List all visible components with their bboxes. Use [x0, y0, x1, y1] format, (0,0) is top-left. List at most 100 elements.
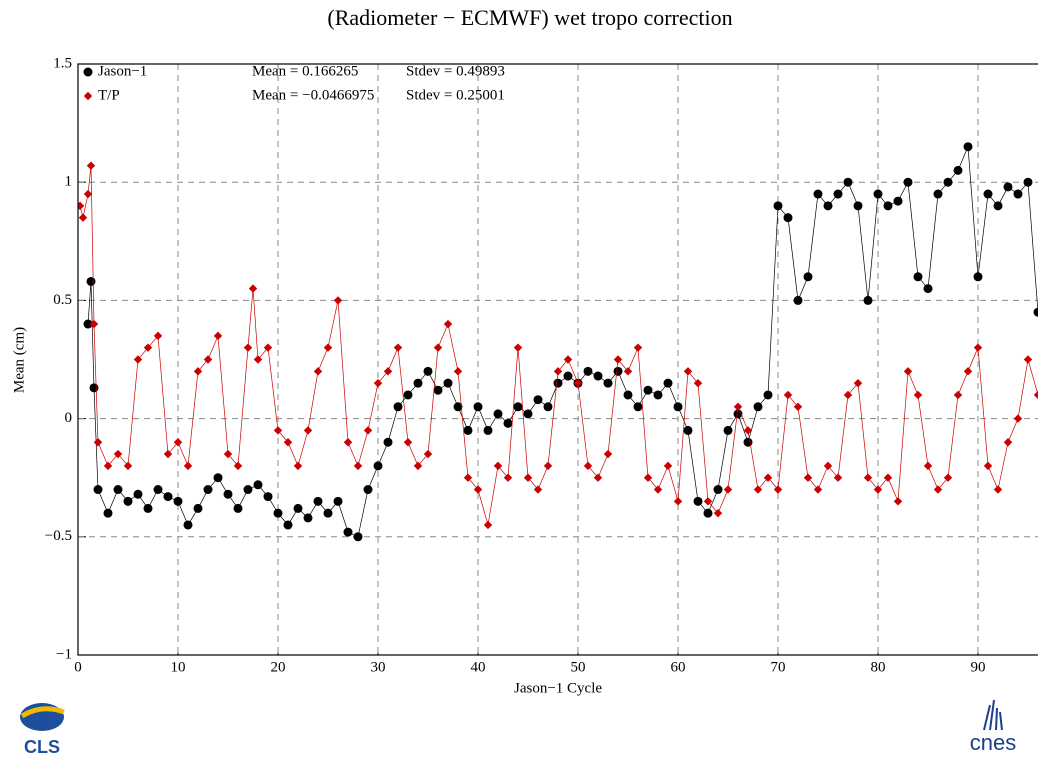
data-point [93, 485, 103, 495]
data-point [153, 331, 163, 341]
data-point [483, 520, 493, 530]
data-point [853, 201, 863, 211]
stdev-stat: Stdev = 0.49893 [406, 63, 505, 79]
data-point [193, 503, 203, 513]
data-point [333, 296, 343, 305]
data-point [393, 402, 403, 412]
y-axis-label: Mean (cm) [11, 327, 27, 393]
data-point [633, 402, 643, 412]
data-point [953, 165, 963, 175]
data-point [573, 378, 583, 388]
data-point [323, 343, 333, 352]
data-point [433, 343, 443, 352]
data-point [763, 473, 773, 482]
data-point [223, 489, 233, 499]
data-point [603, 449, 613, 459]
data-point [163, 449, 173, 459]
data-point [683, 425, 693, 435]
x-tick-label: 60 [671, 659, 686, 675]
data-point [333, 496, 343, 506]
chart-title: (Radiometer − ECMWF) wet tropo correctio… [327, 5, 732, 30]
data-point [593, 473, 603, 482]
cls-logo: CLS [20, 703, 65, 757]
stdev-stat: Stdev = 0.25001 [406, 87, 505, 103]
data-point [763, 390, 773, 400]
data-point [793, 402, 803, 411]
data-point [113, 485, 123, 495]
data-point [1033, 307, 1038, 317]
data-point [523, 473, 533, 482]
data-point [153, 485, 163, 495]
data-point [503, 473, 513, 482]
data-point [583, 461, 593, 471]
data-point [393, 343, 403, 352]
data-point [913, 390, 923, 400]
data-point [783, 390, 793, 400]
y-tick-label: −0.5 [45, 528, 72, 544]
data-point [883, 473, 893, 482]
data-point [863, 473, 873, 482]
data-point [453, 402, 463, 412]
data-point [243, 343, 253, 352]
data-point [193, 367, 203, 376]
data-point [873, 189, 883, 199]
data-point [833, 473, 843, 482]
logo-shape [20, 706, 65, 719]
mean-stat: Mean = −0.0466975 [252, 87, 374, 103]
data-point [263, 343, 273, 352]
data-point [373, 378, 383, 388]
data-point [443, 378, 453, 388]
data-point [853, 378, 863, 388]
data-point [133, 355, 143, 364]
mean-stat: Mean = 0.166265 [252, 63, 358, 79]
data-point [813, 485, 823, 494]
plot-frame [77, 63, 1038, 656]
data-point [173, 438, 183, 447]
data-point [223, 449, 233, 459]
data-point [783, 213, 793, 223]
data-point [203, 485, 213, 495]
data-point [1003, 438, 1013, 447]
data-point [1033, 390, 1038, 400]
data-point [723, 485, 733, 494]
data-point [933, 189, 943, 199]
data-point [533, 485, 543, 494]
data-point [403, 390, 413, 400]
data-point [473, 485, 483, 494]
data-point [513, 402, 523, 412]
series-line [87, 146, 1038, 538]
data-point [543, 461, 553, 471]
data-point [293, 503, 303, 513]
data-point [613, 366, 623, 376]
data-point [78, 213, 88, 222]
data-point [963, 367, 973, 376]
data-point [733, 402, 743, 411]
x-tick-label: 20 [271, 659, 286, 675]
data-point [1003, 182, 1013, 192]
data-point [253, 355, 263, 364]
data-point [1013, 189, 1023, 199]
data-point [923, 284, 933, 294]
data-point [523, 409, 533, 419]
data-point [313, 367, 323, 376]
data-point [89, 319, 99, 329]
data-point [263, 492, 273, 502]
data-point [103, 461, 113, 471]
x-tick-label: 80 [871, 659, 886, 675]
y-tick-label: 0.5 [53, 292, 72, 308]
y-tick-label: 1.5 [53, 55, 72, 71]
x-tick-label: 0 [74, 659, 82, 675]
data-point [983, 461, 993, 471]
data-point [803, 272, 813, 282]
data-point [943, 177, 953, 187]
data-point [913, 272, 923, 282]
data-point [893, 497, 903, 506]
data-point [83, 319, 93, 329]
data-point [793, 295, 803, 305]
data-point [663, 461, 673, 471]
data-point [723, 425, 733, 435]
grid [77, 63, 1038, 656]
data-point [403, 438, 413, 447]
data-point [373, 461, 383, 471]
data-point [89, 383, 99, 393]
